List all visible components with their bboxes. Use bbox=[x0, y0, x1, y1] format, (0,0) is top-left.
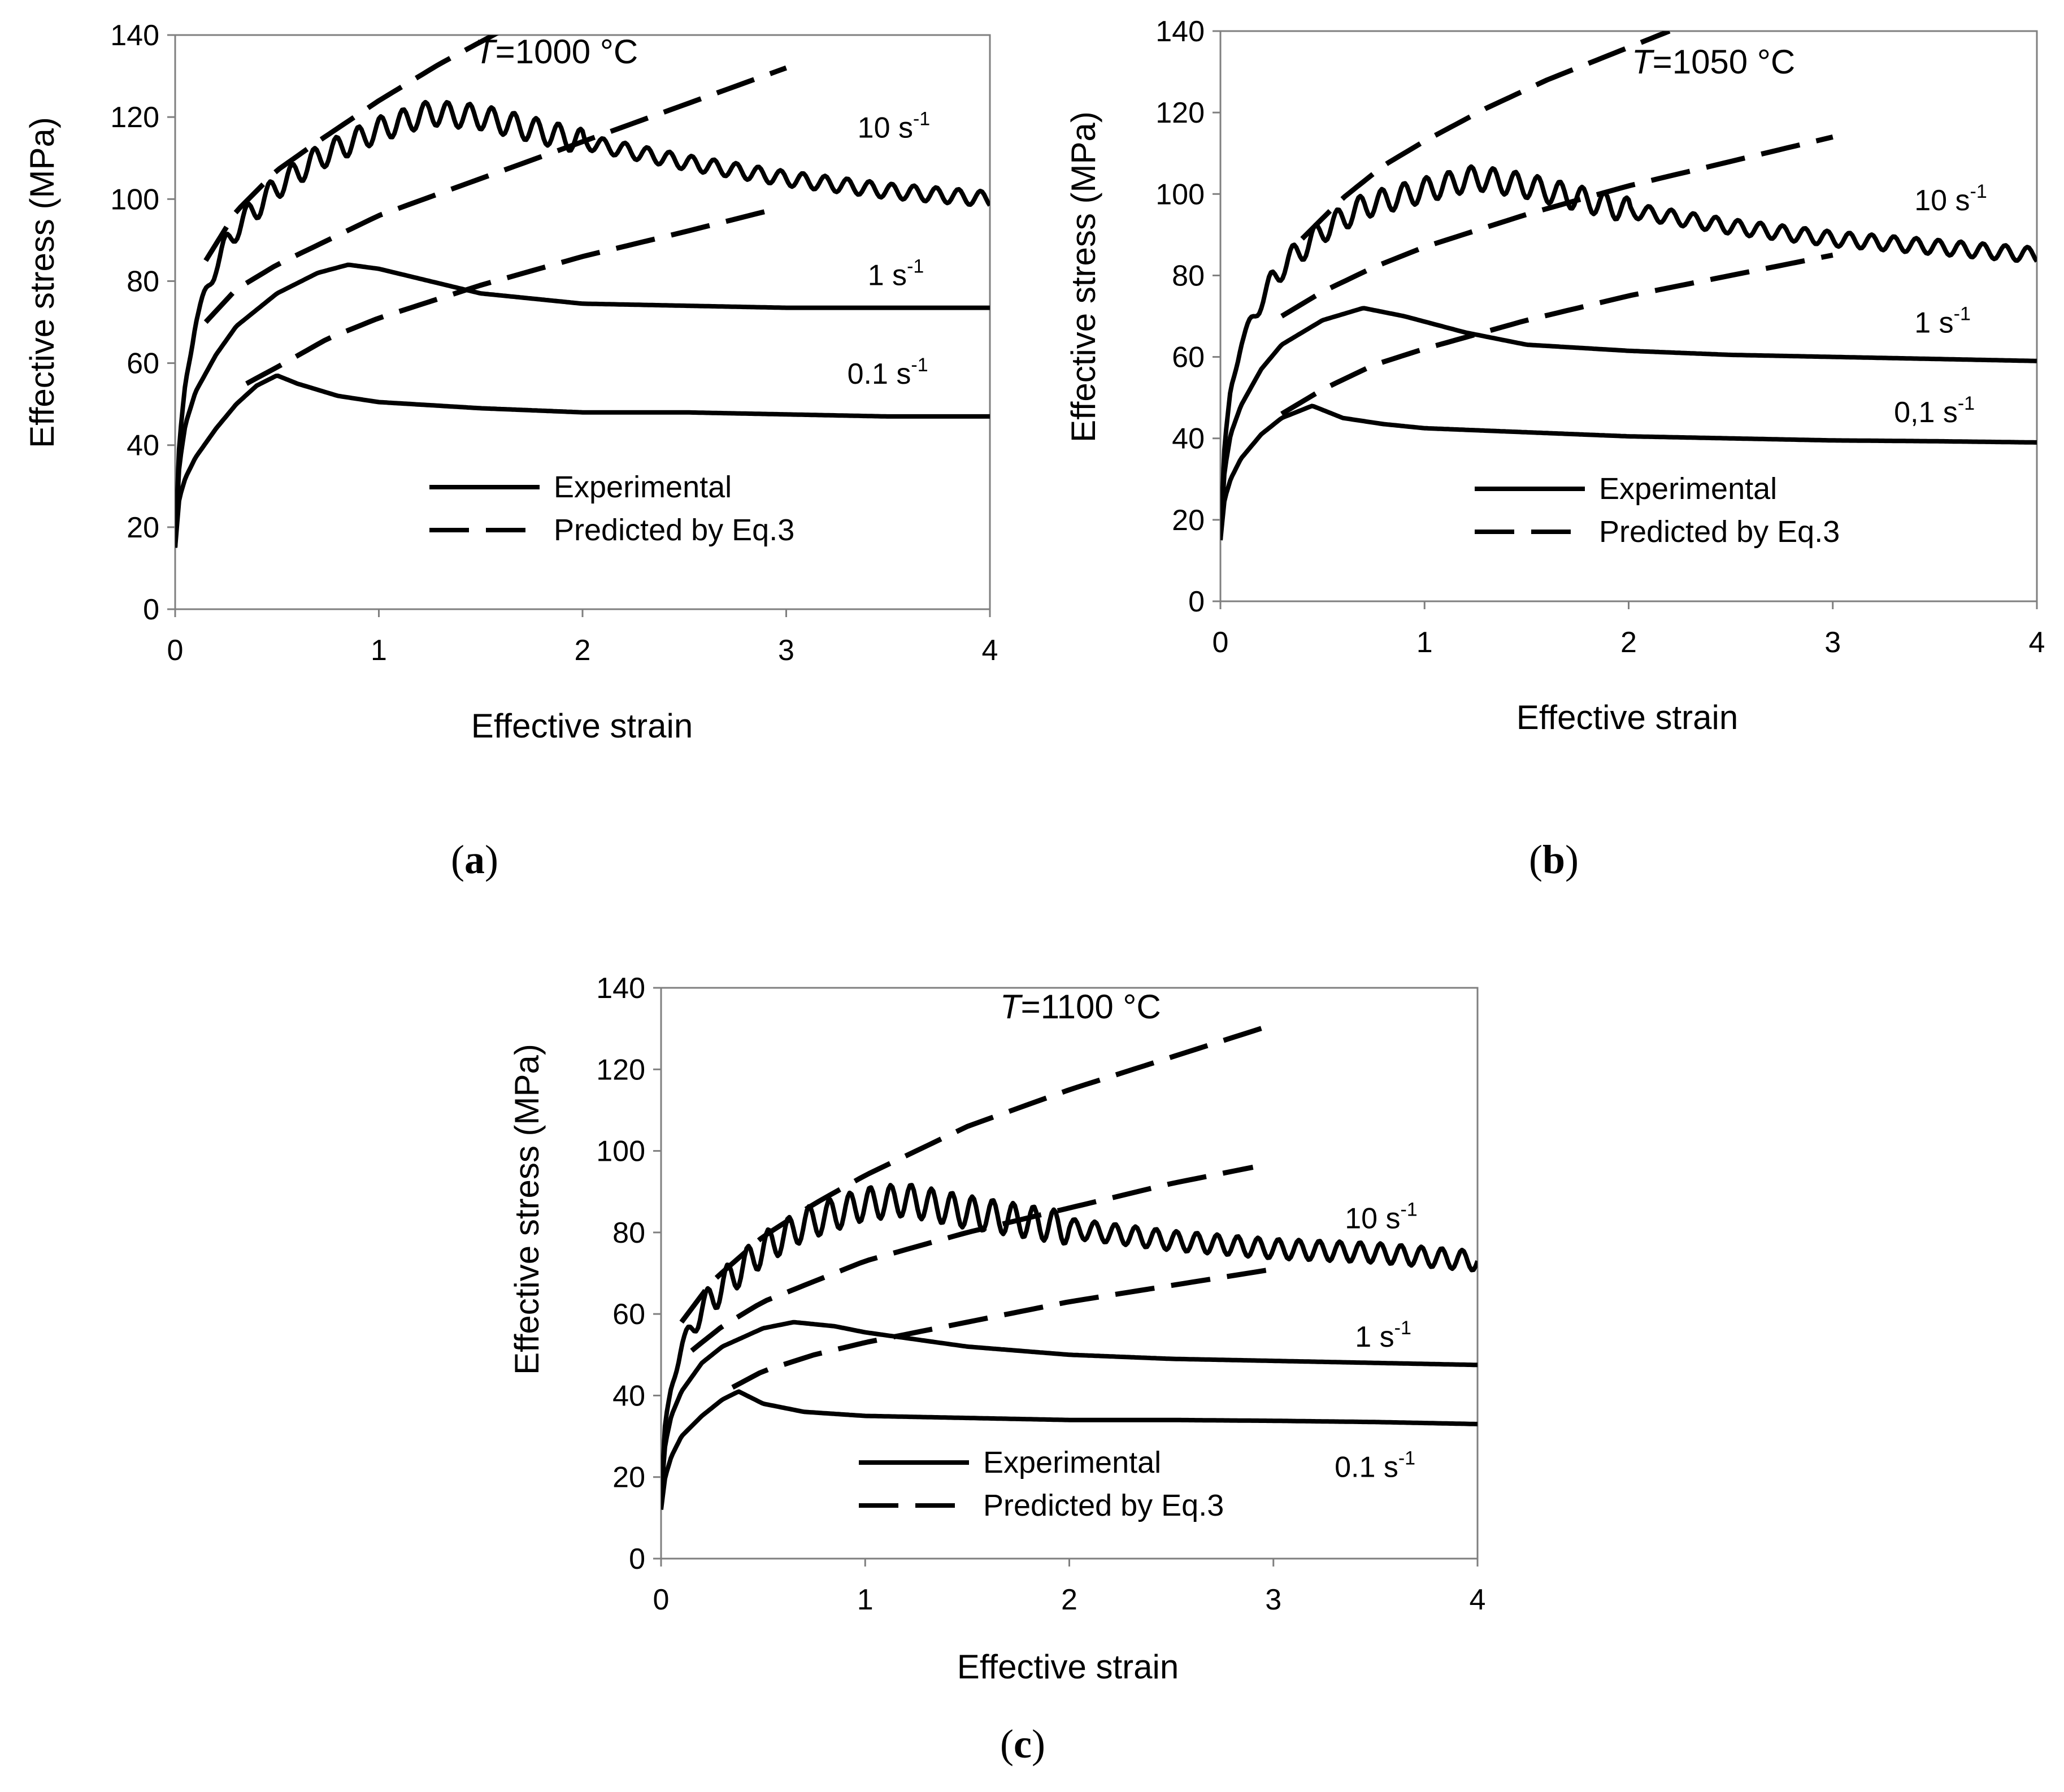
legend-label-experimental: Experimental bbox=[554, 470, 732, 504]
strain-rate-label: 1 s-1 bbox=[1914, 303, 1971, 339]
y-axis-title: Effective stress (MPa) bbox=[23, 117, 61, 448]
x-axis-title: Effective strain bbox=[957, 1648, 1179, 1686]
y-tick-label: 20 bbox=[612, 1461, 645, 1494]
caption-a-letter: a bbox=[464, 837, 485, 882]
x-axis-title: Effective strain bbox=[471, 707, 693, 745]
x-tick-label: 4 bbox=[1470, 1583, 1486, 1616]
x-tick-label: 2 bbox=[1620, 626, 1637, 659]
predicted-curve-0-1-s-1-predicted bbox=[245, 209, 767, 386]
predicted-curve-10-s-1-predicted bbox=[679, 1022, 1275, 1324]
legend: Experimental Predicted by Eq.3 bbox=[429, 470, 794, 547]
strain-rate-label: 0.1 s-1 bbox=[1335, 1448, 1415, 1484]
chart-panel-a: Effective stress (MPa) Effective strain … bbox=[23, 19, 998, 745]
x-tick-label: 3 bbox=[1265, 1583, 1281, 1616]
y-tick-label: 100 bbox=[110, 183, 159, 216]
x-tick-label: 4 bbox=[2029, 626, 2045, 659]
caption-c: (c) bbox=[1000, 1721, 1045, 1767]
strain-rate-label: 0.1 s-1 bbox=[848, 354, 928, 390]
experimental-curve-10-s-1 bbox=[175, 99, 990, 548]
x-tick-label: 0 bbox=[167, 634, 184, 667]
x-tick-label: 1 bbox=[371, 634, 387, 667]
y-tick-label: 20 bbox=[1172, 504, 1205, 537]
x-tick-label: 1 bbox=[1416, 626, 1433, 659]
strain-rate-label: 10 s-1 bbox=[1914, 181, 1987, 217]
x-tick-label: 2 bbox=[575, 634, 591, 667]
y-tick-label: 140 bbox=[1155, 15, 1205, 48]
y-tick-label: 60 bbox=[127, 348, 159, 380]
y-tick-label: 0 bbox=[143, 593, 159, 626]
x-tick-label: 2 bbox=[1061, 1583, 1077, 1616]
legend-label-predicted: Predicted by Eq.3 bbox=[1599, 515, 1840, 549]
strain-rate-label: 10 s-1 bbox=[858, 108, 931, 144]
series-group bbox=[175, 35, 990, 548]
predicted-curve-1-s-1-predicted bbox=[690, 1164, 1254, 1353]
y-tick-label: 40 bbox=[127, 429, 159, 462]
experimental-curve-0-1-s-1 bbox=[661, 1389, 1478, 1510]
y-tick-label: 20 bbox=[127, 511, 159, 544]
y-tick-label: 140 bbox=[110, 19, 159, 52]
experimental-curve-10-s-1 bbox=[1220, 164, 2037, 541]
legend: Experimental Predicted by Eq.3 bbox=[859, 1446, 1224, 1522]
legend-label-experimental: Experimental bbox=[983, 1446, 1161, 1479]
predicted-curve-0-1-s-1-predicted bbox=[1280, 252, 1833, 416]
temperature-label: T=1100 °C bbox=[1000, 988, 1161, 1026]
experimental-curve-1-s-1 bbox=[661, 1320, 1478, 1498]
experimental-curve-1-s-1 bbox=[1220, 306, 2037, 541]
x-tick-label: 0 bbox=[1213, 626, 1229, 659]
experimental-curve-10-s-1 bbox=[661, 1183, 1478, 1498]
experimental-curve-1-s-1 bbox=[175, 262, 990, 548]
predicted-curve-10-s-1-predicted bbox=[1300, 31, 1671, 241]
y-tick-label: 0 bbox=[629, 1543, 645, 1576]
y-axis-title-text: Effective stress (MPa) bbox=[23, 117, 61, 448]
caption-b: (b) bbox=[1528, 837, 1579, 882]
y-tick-label: 0 bbox=[1188, 585, 1205, 618]
y-tick-label: 80 bbox=[1172, 259, 1205, 292]
series-group bbox=[661, 1022, 1478, 1510]
x-tick-label: 3 bbox=[1824, 626, 1841, 659]
experimental-curve-0-1-s-1 bbox=[175, 374, 990, 548]
x-tick-label: 0 bbox=[653, 1583, 670, 1616]
y-axis-title: Effective stress (MPa) bbox=[508, 1044, 546, 1375]
chart-panel-b: Effective stress (MPa) Effective strain … bbox=[1064, 15, 2045, 736]
predicted-curve-0-1-s-1-predicted bbox=[731, 1266, 1274, 1390]
y-tick-label: 60 bbox=[1172, 341, 1205, 374]
legend: Experimental Predicted by Eq.3 bbox=[1475, 472, 1840, 549]
y-tick-label: 120 bbox=[1155, 97, 1205, 129]
x-tick-label: 3 bbox=[778, 634, 794, 667]
y-axis-title-text: Effective stress (MPa) bbox=[1064, 111, 1102, 442]
y-axis-title: Effective stress (MPa) bbox=[1064, 111, 1102, 442]
strain-rate-label: 1 s-1 bbox=[868, 256, 924, 292]
y-tick-label: 120 bbox=[110, 101, 159, 134]
temperature-label: T=1050 °C bbox=[1632, 43, 1795, 81]
legend-label-predicted: Predicted by Eq.3 bbox=[983, 1489, 1224, 1522]
series-group bbox=[1220, 31, 2037, 541]
y-tick-label: 140 bbox=[596, 972, 645, 1005]
caption-c-letter: c bbox=[1014, 1721, 1032, 1767]
strain-rate-label: 0,1 s-1 bbox=[1894, 393, 1975, 429]
y-tick-label: 80 bbox=[127, 265, 159, 298]
y-tick-label: 120 bbox=[596, 1053, 645, 1086]
temperature-label: T=1000 °C bbox=[475, 33, 638, 71]
predicted-curve-10-s-1-predicted bbox=[203, 35, 499, 262]
strain-rate-label: 10 s-1 bbox=[1345, 1199, 1418, 1235]
chart-panel-c: Effective stress (MPa) Effective strain … bbox=[508, 972, 1486, 1686]
y-tick-label: 60 bbox=[612, 1298, 645, 1331]
strain-rate-label: 1 s-1 bbox=[1355, 1317, 1411, 1353]
x-tick-label: 1 bbox=[857, 1583, 874, 1616]
x-axis-title: Effective strain bbox=[1517, 698, 1738, 736]
y-tick-label: 100 bbox=[596, 1135, 645, 1168]
y-tick-label: 80 bbox=[612, 1217, 645, 1249]
x-tick-label: 4 bbox=[982, 634, 998, 667]
legend-label-predicted: Predicted by Eq.3 bbox=[554, 513, 794, 547]
predicted-curve-1-s-1-predicted bbox=[1280, 134, 1833, 319]
predicted-curve-1-s-1-predicted bbox=[203, 65, 788, 324]
caption-b-letter: b bbox=[1542, 837, 1566, 882]
caption-a: (a) bbox=[451, 837, 498, 882]
legend-label-experimental: Experimental bbox=[1599, 472, 1777, 506]
y-tick-label: 40 bbox=[1172, 423, 1205, 455]
y-tick-label: 40 bbox=[612, 1379, 645, 1412]
experimental-curve-0-1-s-1 bbox=[1220, 403, 2037, 541]
y-tick-label: 100 bbox=[1155, 178, 1205, 211]
y-axis-title-text: Effective stress (MPa) bbox=[508, 1044, 546, 1375]
